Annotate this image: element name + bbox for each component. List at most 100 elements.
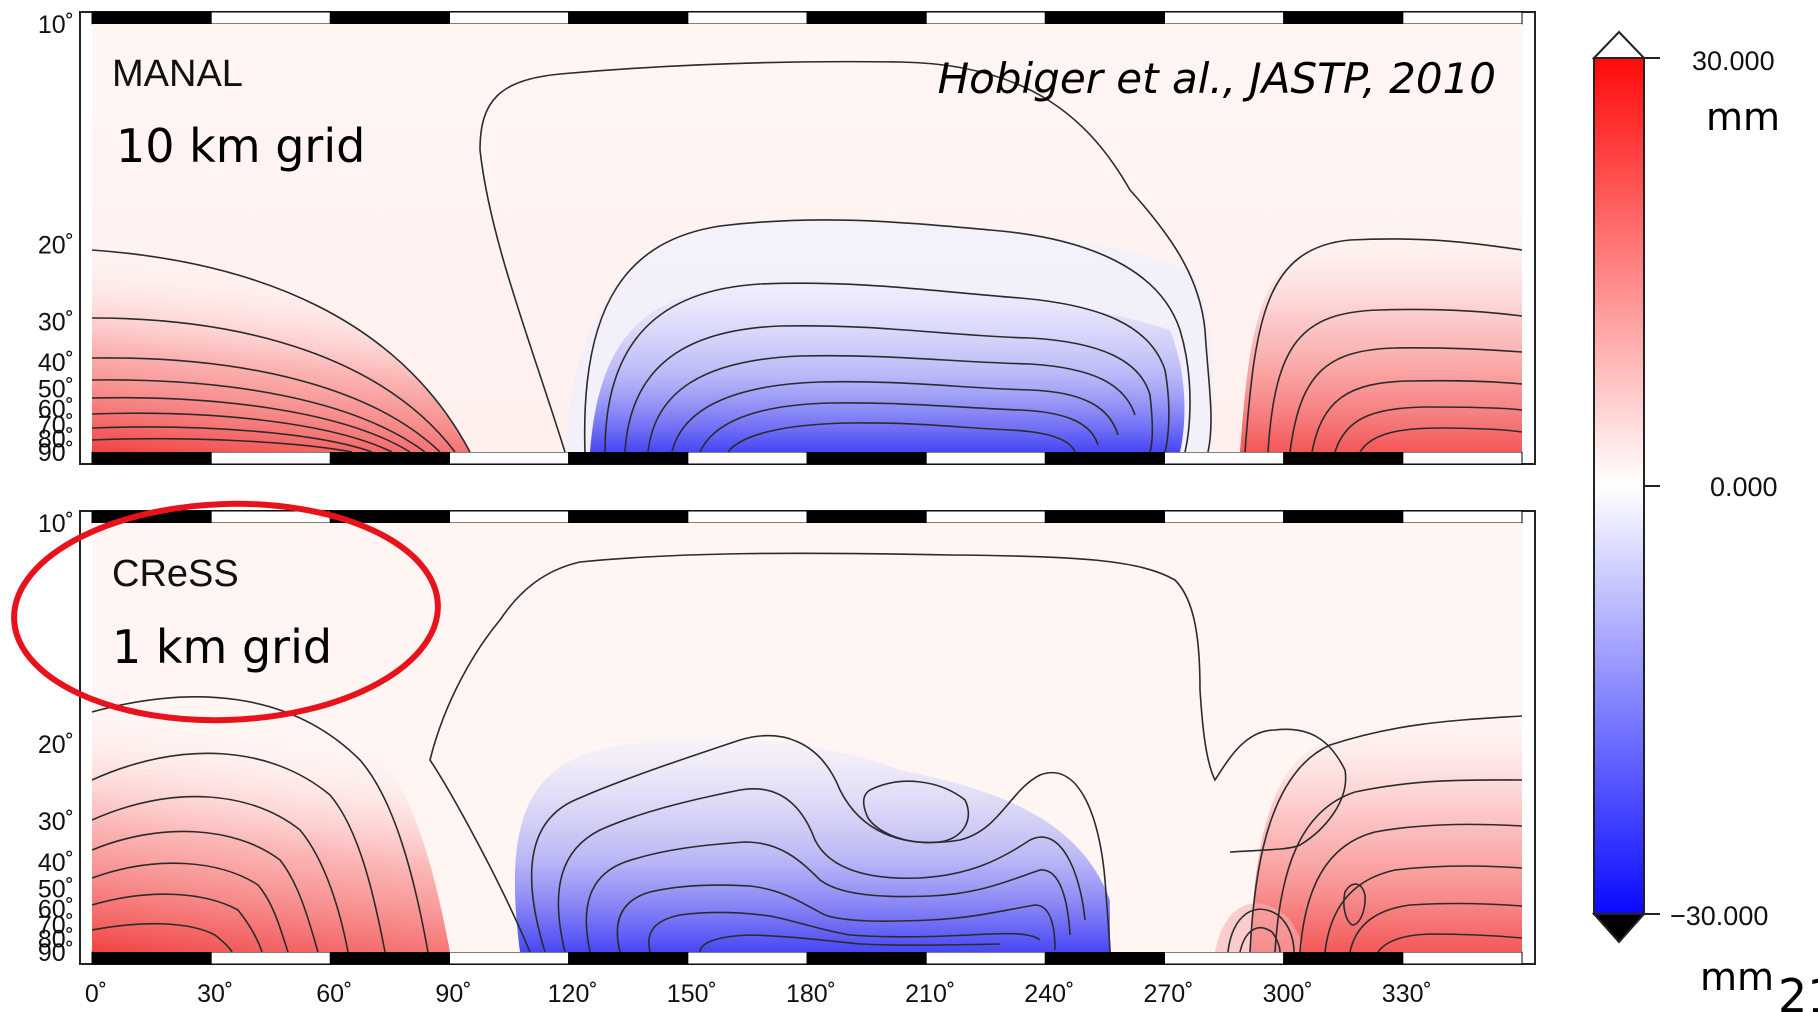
frame-block-top <box>1402 510 1523 524</box>
panel-cress <box>79 510 1536 965</box>
frame-block-top <box>1164 510 1285 524</box>
frame-block-top <box>1283 510 1404 524</box>
elevation-tick-label: 70˚ <box>38 911 74 939</box>
panel-manal-border-ticks <box>91 11 1523 465</box>
elevation-tick-label: 20˚ <box>38 731 74 759</box>
highlight-ellipse <box>11 500 441 724</box>
panel-cress-elevation-labels: 10˚ 20˚ 30˚ 40˚50˚60˚70˚80˚90˚ <box>38 510 74 967</box>
panel-manal-label: MANAL <box>112 53 243 95</box>
frame-block-bottom <box>210 951 331 965</box>
elevation-tick-label: 10˚ <box>38 510 74 538</box>
frame-block-bottom <box>568 951 689 965</box>
frame-block-top <box>1044 510 1166 524</box>
panel-cress-field <box>92 523 1522 952</box>
azimuth-tick-label: 60˚ <box>316 980 352 1008</box>
frame-block-top <box>449 11 570 25</box>
frame-block-bottom <box>449 951 570 965</box>
elevation-tick-label: 50˚ <box>38 876 74 904</box>
frame-block-top <box>687 11 808 25</box>
colorbar-gradient <box>1593 57 1645 915</box>
azimuth-tick-label: 300˚ <box>1263 980 1313 1008</box>
panel-manal-contours <box>92 60 1522 452</box>
elevation-tick-label: 50˚ <box>38 376 74 404</box>
elevation-tick-label: 70˚ <box>38 412 74 440</box>
frame-block-bottom <box>91 451 212 465</box>
frame-block-bottom <box>1044 951 1166 965</box>
panel-manal <box>79 11 1536 465</box>
colorbar-mid-label: 0.000 <box>1710 472 1778 502</box>
elevation-tick-label: 30˚ <box>38 808 74 836</box>
frame-block-top <box>806 11 927 25</box>
azimuth-tick-label: 330˚ <box>1382 980 1432 1008</box>
frame-block-bottom <box>687 451 808 465</box>
colorbar: 30.000 mm 0.000 −30.000 mm <box>1591 30 1780 999</box>
panel-manal-elevation-labels: 10˚ 20˚ 30˚ 40˚50˚60˚70˚80˚90˚ <box>38 11 74 467</box>
azimuth-tick-label: 180˚ <box>786 980 836 1008</box>
elevation-tick-label: 10˚ <box>38 11 74 39</box>
panel-cress-border-ticks <box>91 510 1523 965</box>
elevation-tick-label: 20˚ <box>38 232 74 260</box>
frame-block-top <box>568 11 689 25</box>
azimuth-labels: 0˚ 30˚ 60˚ 90˚ 120˚ 150˚ 180˚ 210˚ 240˚ 270˚ 300˚ 3… <box>85 980 1432 1008</box>
frame-block-bottom <box>1283 451 1404 465</box>
elevation-tick-label: 90˚ <box>38 939 74 967</box>
frame-block-top <box>925 510 1046 524</box>
azimuth-tick-label: 90˚ <box>435 980 471 1008</box>
panel-manal-field <box>92 24 1522 452</box>
elevation-tick-label: 80˚ <box>38 426 74 454</box>
frame-block-top <box>925 11 1046 25</box>
frame-block-bottom <box>91 951 212 965</box>
colorbar-max-triangle <box>1591 30 1647 59</box>
colorbar-max-unit: mm <box>1706 95 1780 139</box>
page-number: 21 <box>1778 969 1818 1012</box>
frame-block-top <box>1402 11 1523 25</box>
azimuth-tick-label: 270˚ <box>1143 980 1193 1008</box>
frame-block-top <box>449 510 570 524</box>
frame-block-bottom <box>568 451 689 465</box>
panel-cress-contours <box>92 552 1522 952</box>
frame-block-top <box>329 11 451 25</box>
frame-block-bottom <box>806 451 927 465</box>
azimuth-tick-label: 150˚ <box>667 980 717 1008</box>
frame-block-top <box>1164 11 1285 25</box>
elevation-tick-label: 30˚ <box>38 308 74 336</box>
frame-block-top <box>91 11 212 25</box>
frame-block-bottom <box>210 451 331 465</box>
frame-block-bottom <box>1164 451 1285 465</box>
frame-block-top <box>1044 11 1166 25</box>
colorbar-max-label: 30.000 <box>1692 46 1775 76</box>
frame-block-bottom <box>1402 951 1523 965</box>
frame-block-top <box>687 510 808 524</box>
frame-block-bottom <box>687 951 808 965</box>
azimuth-tick-label: 240˚ <box>1024 980 1074 1008</box>
elevation-tick-label: 40˚ <box>38 849 74 877</box>
frame-block-top <box>806 510 927 524</box>
elevation-tick-label: 90˚ <box>38 439 74 467</box>
azimuth-tick-label: 210˚ <box>905 980 955 1008</box>
frame-block-bottom <box>449 451 570 465</box>
frame-block-bottom <box>1283 951 1404 965</box>
frame-block-top <box>210 11 331 25</box>
frame-block-bottom <box>806 951 927 965</box>
frame-block-bottom <box>329 951 451 965</box>
frame-block-bottom <box>925 451 1046 465</box>
frame-block-bottom <box>1164 951 1285 965</box>
elevation-tick-label: 80˚ <box>38 926 74 954</box>
azimuth-tick-label: 30˚ <box>197 980 233 1008</box>
elevation-tick-label: 40˚ <box>38 349 74 377</box>
azimuth-tick-label: 120˚ <box>548 980 598 1008</box>
elevation-tick-label: 60˚ <box>38 395 74 423</box>
frame-block-top <box>568 510 689 524</box>
frame-block-bottom <box>925 951 1046 965</box>
frame-block-bottom <box>1402 451 1523 465</box>
citation: Hobiger et al., JASTP, 2010 <box>938 54 1496 103</box>
colorbar-min-unit: mm <box>1700 955 1774 999</box>
azimuth-tick-label: 0˚ <box>85 980 107 1008</box>
frame-block-bottom <box>1044 451 1166 465</box>
panel-cress-label: CReSS <box>112 553 239 595</box>
colorbar-min-triangle <box>1591 913 1647 944</box>
frame-block-top <box>1283 11 1404 25</box>
panel-manal-grid-label: 10 km grid <box>116 119 365 173</box>
frame-block-bottom <box>329 451 451 465</box>
